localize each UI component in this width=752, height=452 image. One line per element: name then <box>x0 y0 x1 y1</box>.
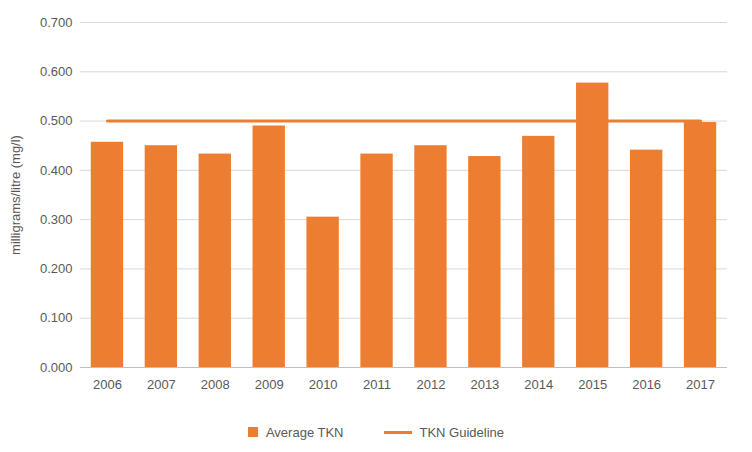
svg-text:0.500: 0.500 <box>40 113 73 128</box>
svg-text:0.200: 0.200 <box>40 261 73 276</box>
svg-text:milligrams/litre (mg/l): milligrams/litre (mg/l) <box>8 135 23 255</box>
svg-text:2011: 2011 <box>363 377 391 392</box>
svg-text:2014: 2014 <box>524 377 553 392</box>
svg-text:2013: 2013 <box>470 377 499 392</box>
svg-text:2009: 2009 <box>255 377 284 392</box>
svg-text:0.600: 0.600 <box>40 64 73 79</box>
svg-text:0.400: 0.400 <box>40 163 73 178</box>
html-text:Average TKN: Average TKN <box>265 424 344 440</box>
svg-text:2017: 2017 <box>686 377 715 392</box>
svg-text:0.100: 0.100 <box>40 310 73 325</box>
svg-text:0.000: 0.000 <box>40 360 73 375</box>
svg-text:0.700: 0.700 <box>40 15 73 30</box>
svg-text:2010: 2010 <box>309 377 338 392</box>
svg-text:2016: 2016 <box>632 377 661 392</box>
svg-text:2012: 2012 <box>416 377 445 392</box>
svg-text:2007: 2007 <box>147 377 176 392</box>
svg-text:2015: 2015 <box>578 377 607 392</box>
svg-text:2006: 2006 <box>93 377 122 392</box>
svg-text:2008: 2008 <box>201 377 230 392</box>
html-text:TKN Guideline: TKN Guideline <box>419 424 504 440</box>
svg-text:0.300: 0.300 <box>40 212 73 227</box>
